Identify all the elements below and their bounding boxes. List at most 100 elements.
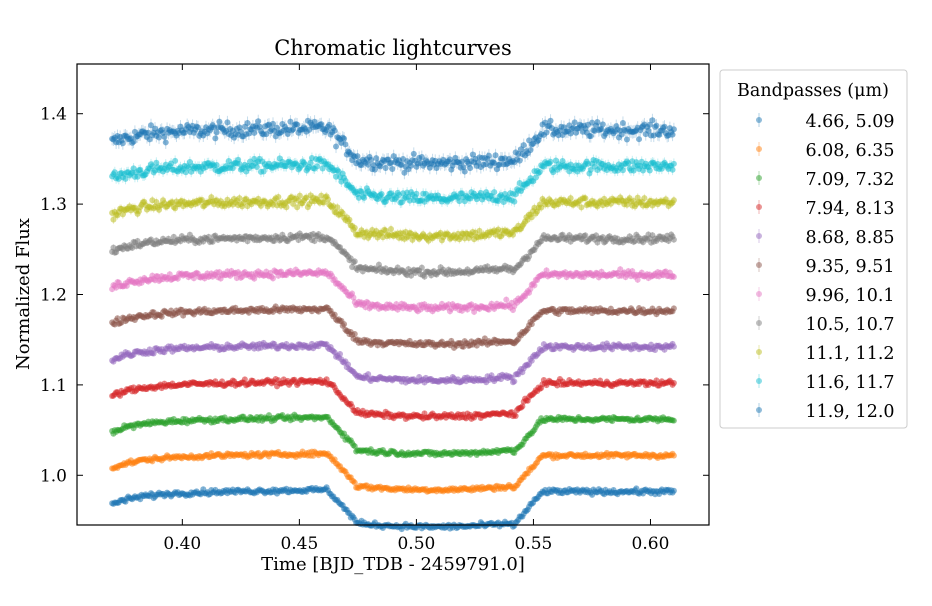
series-2	[109, 191, 677, 246]
data-point	[669, 166, 676, 173]
data-point	[274, 124, 281, 131]
chart-title: Chromatic lightcurves	[274, 36, 512, 60]
data-point	[290, 200, 297, 207]
data-point	[333, 143, 340, 150]
data-point	[320, 199, 327, 206]
data-point	[216, 118, 223, 125]
data-point	[599, 121, 606, 128]
data-point	[503, 296, 510, 303]
data-point	[341, 135, 348, 142]
data-point	[653, 122, 660, 129]
data-point	[119, 140, 126, 147]
data-point	[361, 194, 368, 201]
data-point	[543, 129, 550, 136]
data-point	[387, 226, 394, 233]
data-point	[331, 127, 338, 134]
data-point	[536, 168, 543, 175]
data-point	[475, 159, 482, 166]
data-point	[670, 273, 677, 280]
data-point	[418, 264, 425, 271]
data-point	[389, 166, 396, 173]
data-point	[641, 195, 648, 202]
series-3	[109, 230, 677, 280]
data-point	[619, 119, 626, 126]
data-point	[296, 192, 303, 199]
data-point	[213, 129, 220, 136]
data-point	[670, 126, 677, 133]
data-point	[531, 282, 538, 289]
data-point	[212, 135, 219, 142]
data-point	[382, 164, 389, 171]
data-point	[351, 224, 358, 231]
data-point	[294, 121, 301, 128]
data-point	[342, 141, 349, 148]
data-point	[172, 157, 179, 164]
data-point	[511, 198, 518, 205]
data-point	[275, 193, 282, 200]
data-point	[669, 131, 676, 138]
data-point	[413, 190, 420, 197]
data-point	[587, 133, 594, 140]
data-point	[134, 173, 141, 180]
data-point	[618, 131, 625, 138]
data-point	[354, 153, 361, 160]
data-point	[318, 121, 325, 128]
data-point	[371, 166, 378, 173]
data-point	[532, 174, 539, 181]
data-point	[646, 121, 653, 128]
data-point	[287, 118, 294, 125]
data-point	[587, 166, 594, 173]
data-point	[670, 160, 677, 167]
data-point	[492, 152, 499, 159]
data-point	[547, 158, 554, 165]
data-point	[255, 118, 262, 125]
data-point	[578, 204, 585, 211]
data-point	[658, 165, 665, 172]
data-point	[567, 130, 574, 137]
data-point	[636, 136, 643, 143]
data-point	[485, 152, 492, 159]
data-point	[491, 189, 498, 196]
data-point	[182, 169, 189, 176]
data-point	[594, 119, 601, 126]
data-point	[244, 119, 251, 126]
data-point	[122, 175, 129, 182]
data-point	[670, 197, 677, 204]
data-point	[307, 159, 314, 166]
data-point	[213, 162, 220, 169]
data-point	[645, 127, 652, 134]
data-point	[311, 118, 318, 125]
data-point	[476, 227, 483, 234]
data-point	[237, 128, 244, 135]
data-point	[509, 231, 516, 238]
series-1	[109, 152, 677, 209]
data-point	[111, 169, 118, 176]
data-point	[283, 204, 290, 211]
data-point	[670, 236, 677, 243]
data-point	[401, 169, 408, 176]
data-point	[334, 204, 341, 211]
data-point	[365, 161, 372, 168]
data-point	[251, 129, 258, 136]
data-point	[346, 216, 353, 223]
data-point	[224, 119, 231, 126]
data-point	[408, 162, 415, 169]
data-point	[649, 117, 656, 124]
data-point	[469, 151, 476, 158]
data-point	[547, 117, 554, 124]
data-point	[623, 136, 630, 143]
data-point	[253, 163, 260, 170]
data-point	[156, 134, 163, 141]
data-point	[373, 155, 380, 162]
data-point	[571, 119, 578, 126]
data-point	[467, 165, 474, 172]
data-point	[110, 216, 117, 223]
data-point	[367, 156, 374, 163]
plot-points	[109, 113, 677, 533]
data-point	[661, 123, 668, 130]
data-point	[634, 194, 641, 201]
data-point	[209, 238, 216, 245]
data-point	[294, 204, 301, 211]
data-point	[236, 161, 243, 168]
